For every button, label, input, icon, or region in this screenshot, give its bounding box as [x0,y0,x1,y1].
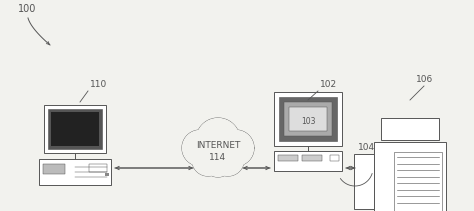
FancyBboxPatch shape [89,164,107,172]
Circle shape [212,145,244,176]
FancyBboxPatch shape [381,118,439,140]
FancyBboxPatch shape [274,92,342,146]
FancyBboxPatch shape [284,102,332,136]
FancyBboxPatch shape [278,155,298,161]
Circle shape [192,145,224,176]
FancyBboxPatch shape [274,151,342,171]
FancyBboxPatch shape [105,173,109,176]
FancyBboxPatch shape [374,142,446,211]
Text: 106: 106 [416,75,433,84]
Circle shape [197,119,239,161]
FancyBboxPatch shape [354,154,374,209]
FancyBboxPatch shape [279,97,337,141]
Circle shape [218,130,254,166]
Circle shape [182,130,218,166]
FancyBboxPatch shape [44,105,106,153]
FancyBboxPatch shape [39,159,111,185]
FancyBboxPatch shape [48,109,102,149]
Text: INTERNET: INTERNET [196,142,240,150]
Text: 110: 110 [90,80,107,89]
Circle shape [182,130,218,165]
Circle shape [212,144,244,176]
Text: 104: 104 [358,143,375,152]
FancyBboxPatch shape [302,155,322,161]
Circle shape [203,147,233,176]
FancyBboxPatch shape [43,164,65,174]
Text: 114: 114 [210,153,227,161]
FancyBboxPatch shape [289,107,327,131]
Circle shape [196,118,240,162]
FancyBboxPatch shape [394,152,442,211]
Text: 100: 100 [18,4,36,14]
FancyBboxPatch shape [51,112,99,146]
Circle shape [192,144,224,176]
Circle shape [203,147,233,177]
FancyBboxPatch shape [330,155,339,161]
Circle shape [219,130,254,165]
Text: 102: 102 [320,80,337,89]
Text: 103: 103 [301,116,315,126]
